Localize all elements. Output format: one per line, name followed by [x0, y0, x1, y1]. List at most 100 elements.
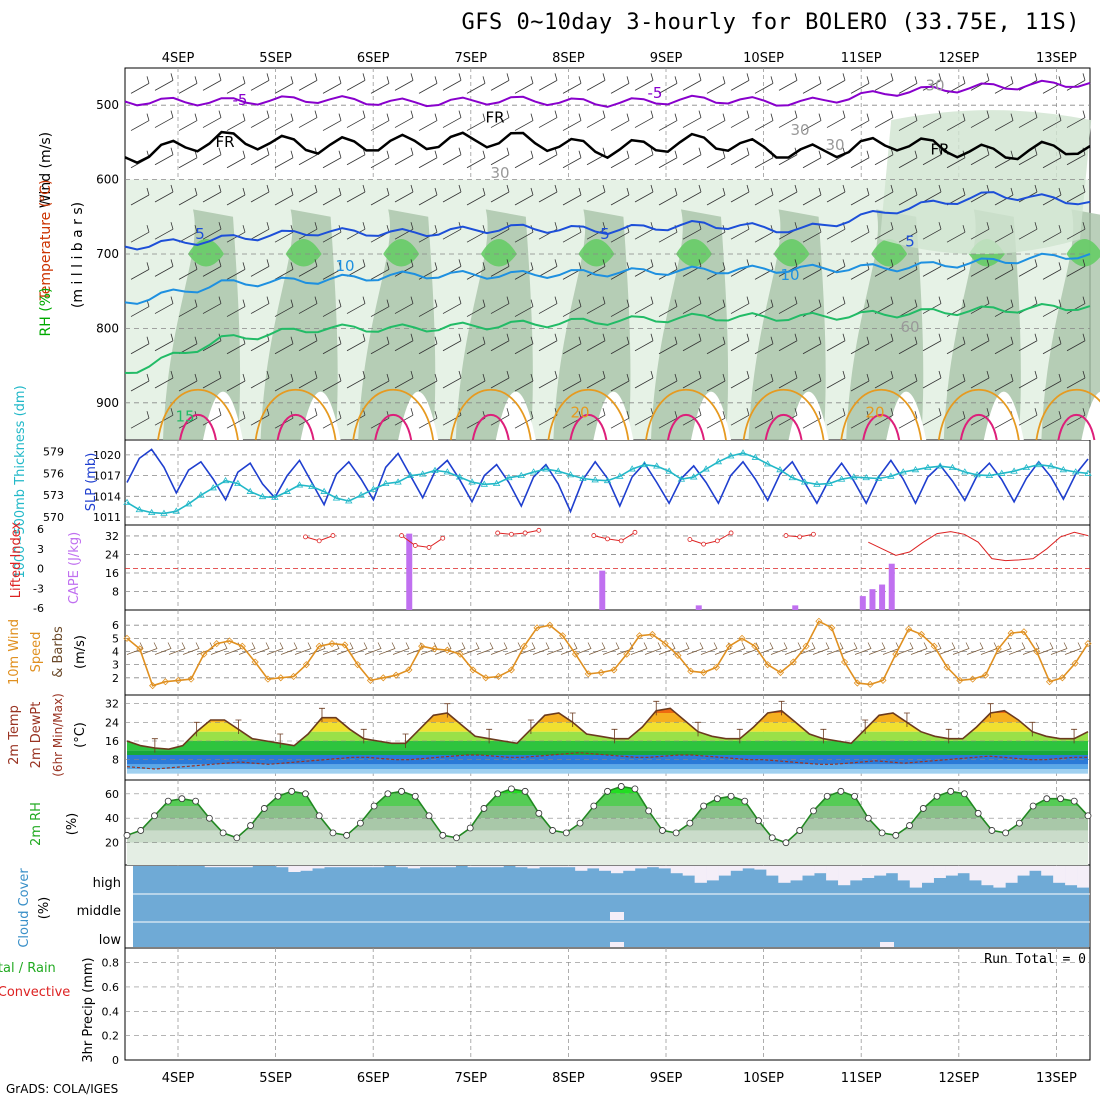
wind-speed-line-marker — [802, 642, 810, 650]
rh2m-line-marker — [1070, 797, 1078, 805]
wind-barb — [634, 73, 654, 91]
axis-label-li: Lifted Index — [9, 521, 24, 598]
temp2m-line — [126, 707, 1089, 751]
wind-speed-line-marker — [1033, 647, 1041, 656]
rh2m-line-marker — [535, 809, 543, 817]
wind-barb — [226, 373, 246, 392]
temp-minmax — [318, 707, 325, 723]
rh2m-line-marker — [864, 814, 872, 822]
wind-barb — [634, 296, 654, 314]
wind-speed-line-marker — [725, 642, 733, 650]
wind-barb — [898, 299, 918, 317]
axis-label-precip-total: Total / Rain — [0, 961, 56, 976]
axis-label-convective: Convective — [0, 985, 70, 1000]
wind-barb — [442, 296, 462, 314]
thickness-line-marker — [837, 475, 846, 482]
cape-tick: 32 — [105, 530, 119, 543]
rh2m-line-marker — [741, 797, 749, 805]
wind-barb — [442, 370, 462, 389]
rh-shade-column — [455, 209, 533, 440]
wind-barb — [154, 296, 174, 314]
date-label-bottom: 9SEP — [650, 1071, 683, 1086]
date-label-bottom: 10SEP — [743, 1071, 784, 1086]
wind-barb — [370, 299, 390, 317]
wind-speed-line-marker — [430, 645, 439, 653]
rh-shade-moist — [773, 239, 810, 267]
wind-tick: 6 — [112, 619, 119, 632]
wind-barb — [994, 150, 1014, 169]
wind10m-barb — [392, 642, 410, 655]
wind-barb — [466, 113, 486, 131]
wind-barb — [730, 147, 750, 166]
cloud-high-gap — [228, 866, 241, 868]
temp-band — [127, 713, 1088, 723]
rh2m-line-marker — [1084, 812, 1092, 820]
wind-barb — [298, 408, 318, 426]
wind-barb — [586, 370, 606, 389]
cloud-high-gap — [802, 866, 815, 876]
wind-barb — [226, 76, 246, 94]
wind-barb — [994, 225, 1014, 243]
wind-speed-line-marker — [751, 642, 759, 650]
wind-barb — [874, 259, 894, 277]
isotherm-25 — [569, 413, 608, 441]
isotherm-20 — [645, 388, 727, 441]
rh2m-line-marker — [672, 829, 680, 837]
wind-barb — [370, 113, 390, 131]
wind-barb — [466, 336, 486, 355]
wind-barb — [898, 187, 918, 206]
thickness-line-marker — [1022, 463, 1031, 471]
wind-barb — [706, 262, 726, 280]
date-label-top: 11SEP — [841, 51, 882, 66]
thickness-line-marker — [357, 491, 365, 498]
rh2m-line-marker — [768, 834, 776, 842]
wind-barb — [418, 336, 438, 355]
thickness-line-marker — [295, 481, 304, 488]
wind-barb — [202, 296, 222, 314]
wind-barb — [274, 113, 294, 131]
rh2m-line-marker — [247, 822, 254, 829]
wind-barb — [514, 187, 534, 206]
thickness-line-marker — [369, 485, 378, 492]
isotherm-20 — [157, 388, 239, 441]
wind-barb — [130, 225, 150, 243]
wind-barb — [1018, 147, 1038, 166]
wind-barb — [226, 113, 246, 131]
cape-tick: 16 — [105, 567, 119, 580]
wind-barb — [802, 76, 822, 94]
rh-tick: 60 — [105, 788, 119, 801]
wind-barb — [1042, 373, 1062, 392]
temp-minmax — [402, 733, 409, 748]
date-label-bottom: 8SEP — [552, 1071, 585, 1086]
wind-speed-line-marker — [1071, 659, 1079, 667]
wind10m-barb — [770, 642, 788, 655]
wind-barb — [754, 373, 774, 392]
wind-barb — [1066, 333, 1086, 352]
wind-speed-line-marker — [879, 676, 887, 684]
wind-barb — [178, 113, 198, 131]
rh2m-line-marker — [1002, 829, 1010, 837]
wind-barb — [418, 299, 438, 317]
wind-barb — [946, 336, 966, 355]
li-marker — [495, 530, 501, 536]
upper-air-panel: 500 600 700 800 900 -5 -5 FR FR FR 5 5 5 10 10 15 20 20 30… — [96, 73, 1100, 441]
wind-barb — [322, 187, 342, 206]
wind-barb — [634, 184, 654, 203]
wind-barb — [130, 411, 150, 429]
wind-speed-line-marker — [1007, 629, 1015, 637]
contour-label: 5 — [905, 233, 915, 251]
thickness-line-marker — [677, 475, 686, 482]
rh-shade-moist — [285, 239, 322, 267]
wind-speed-line-marker — [213, 640, 221, 648]
temp-minmax — [653, 700, 660, 716]
cape-bar — [859, 596, 866, 610]
li-marker — [591, 533, 597, 538]
wind-barb — [778, 370, 798, 389]
date-label-top: 4SEP — [162, 51, 195, 66]
pressure-tick: 900 — [96, 396, 119, 410]
rh2m-line-marker — [137, 827, 145, 834]
date-label-top: 8SEP — [552, 51, 585, 66]
thickness-tick: 570 — [43, 511, 64, 524]
isotherm-25 — [276, 413, 315, 441]
wind-barb — [370, 262, 390, 280]
